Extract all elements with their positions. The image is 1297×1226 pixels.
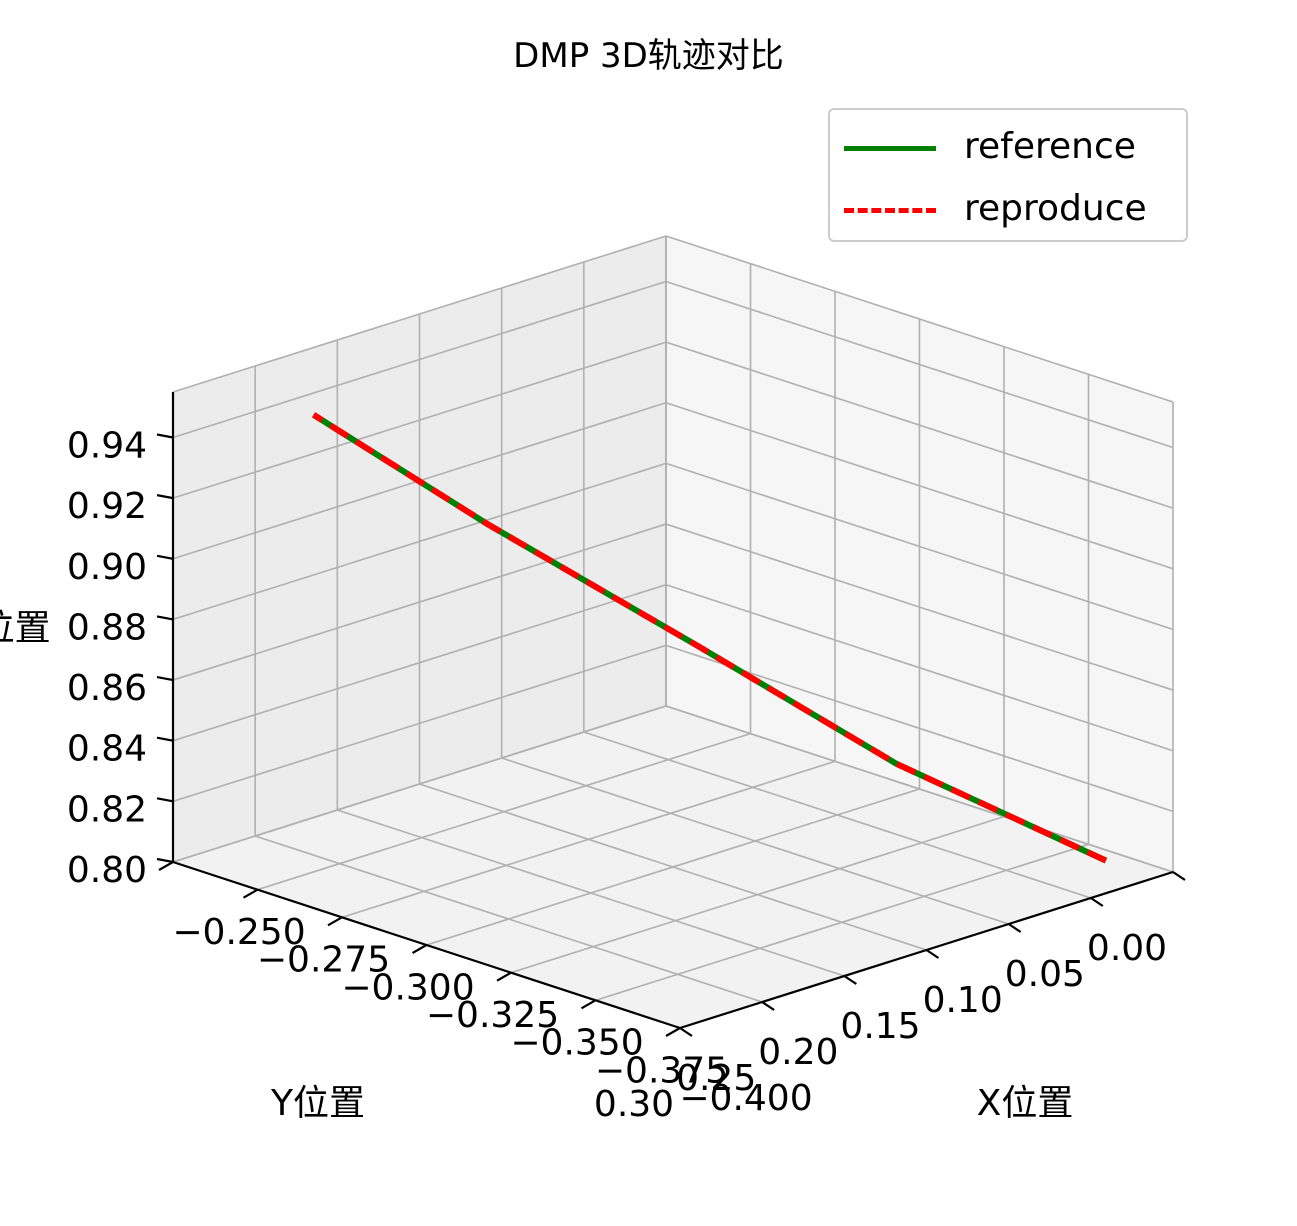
legend-item-reference: reference <box>830 122 1186 172</box>
x-tick-label: −0.375 <box>595 1050 728 1091</box>
grid-line-y-floor <box>337 809 845 977</box>
grid-line-z-left <box>172 644 667 803</box>
x-tick-mark <box>580 999 597 1010</box>
x-tick-label: −0.400 <box>679 1078 812 1119</box>
z-axis-label: Z位置 <box>0 608 51 649</box>
legend: reference reproduce <box>828 108 1188 242</box>
z-tick-label: 0.90 <box>67 547 147 588</box>
grid-line-z-right <box>665 402 1174 570</box>
z-tick-mark <box>156 494 174 500</box>
y-tick-mark <box>1172 871 1186 881</box>
x-tick-mark <box>665 1027 681 1037</box>
grid-line-z-left <box>172 523 667 681</box>
x-tick-label: −0.275 <box>257 940 390 981</box>
x-tick-label: −0.350 <box>510 1023 643 1064</box>
pane-edge-top-left <box>172 235 667 393</box>
z-tick-mark <box>156 736 174 742</box>
grid-line-z-left <box>172 705 667 863</box>
x-tick-mark <box>242 888 259 899</box>
y-axis-label: Y位置 <box>270 1083 365 1124</box>
data-series <box>312 412 1108 864</box>
y-tick-label: 0.15 <box>840 1006 920 1047</box>
grid-line-y-floor <box>419 783 927 951</box>
y-tick-label: 0.10 <box>923 980 1003 1021</box>
z-tick-label: 0.88 <box>67 607 147 648</box>
grid-line-y-floor <box>583 731 1092 899</box>
y-tick-mark <box>1090 897 1104 907</box>
grid-line-z-left <box>172 462 667 621</box>
grid-line-z-left <box>172 341 667 499</box>
z-tick-label: 0.84 <box>67 729 147 770</box>
y-tick-mark <box>925 949 940 959</box>
x-axis-label: X位置 <box>977 1083 1074 1124</box>
legend-label-reproduce: reproduce <box>964 188 1147 229</box>
x-tick-mark <box>411 944 428 954</box>
chart-title: DMP 3D轨迹对比 <box>513 36 784 76</box>
z-tick-label: 0.92 <box>67 486 147 527</box>
z-tick-label: 0.94 <box>67 425 147 466</box>
y-tick-label: 0.05 <box>1005 954 1085 995</box>
grid-line-z-right <box>665 583 1174 752</box>
series-line-reproduce <box>312 412 1108 864</box>
z-tick-mark <box>156 554 174 560</box>
grid-line-z-left <box>172 280 667 439</box>
grid-line-z-right <box>665 523 1174 691</box>
grid-line-z-right <box>665 644 1174 813</box>
z-tick-label: 0.82 <box>67 789 147 830</box>
legend-swatch-reference <box>844 146 936 151</box>
grid-line-z-right <box>665 341 1174 509</box>
z-tick-mark <box>156 797 174 803</box>
grid-line-z-right <box>665 280 1174 449</box>
legend-swatch-reproduce <box>844 208 936 213</box>
x-tick-label: −0.325 <box>426 995 559 1036</box>
legend-item-reproduce: reproduce <box>830 184 1186 234</box>
z-tick-mark <box>156 433 174 439</box>
z-tick-mark <box>156 857 174 864</box>
axis-lines <box>156 392 1186 1037</box>
grid-line-z-right <box>665 705 1174 873</box>
grid-line-y-floor <box>501 757 1009 925</box>
z-tick-mark <box>156 615 174 621</box>
x-tick-label: −0.300 <box>341 967 474 1008</box>
z-tick-label: 0.86 <box>67 668 147 709</box>
tick-labels: −0.400−0.375−0.350−0.325−0.300−0.275−0.2… <box>67 425 1167 1125</box>
y-tick-mark <box>1008 923 1022 933</box>
x-tick-mark <box>327 916 343 927</box>
x-tick-mark <box>158 861 174 871</box>
z-tick-mark <box>156 675 174 682</box>
z-tick-label: 0.80 <box>67 850 147 891</box>
y-tick-mark <box>761 1001 775 1011</box>
y-tick-label: 0.25 <box>676 1058 756 1099</box>
y-tick-label: 0.30 <box>594 1084 674 1125</box>
y-tick-label: 0.00 <box>1087 928 1167 969</box>
y-tick-label: 0.20 <box>758 1032 838 1073</box>
grid-line-z-right <box>665 462 1174 631</box>
pane-edge-top-right <box>665 235 1174 403</box>
x-tick-mark <box>496 971 512 982</box>
grid-line-z-left <box>172 583 667 742</box>
grid-line-y-floor <box>254 835 763 1003</box>
x-tick-label: −0.250 <box>172 912 305 953</box>
y-tick-mark <box>679 1027 693 1037</box>
legend-label-reference: reference <box>964 126 1136 167</box>
y-tick-mark <box>843 975 857 985</box>
